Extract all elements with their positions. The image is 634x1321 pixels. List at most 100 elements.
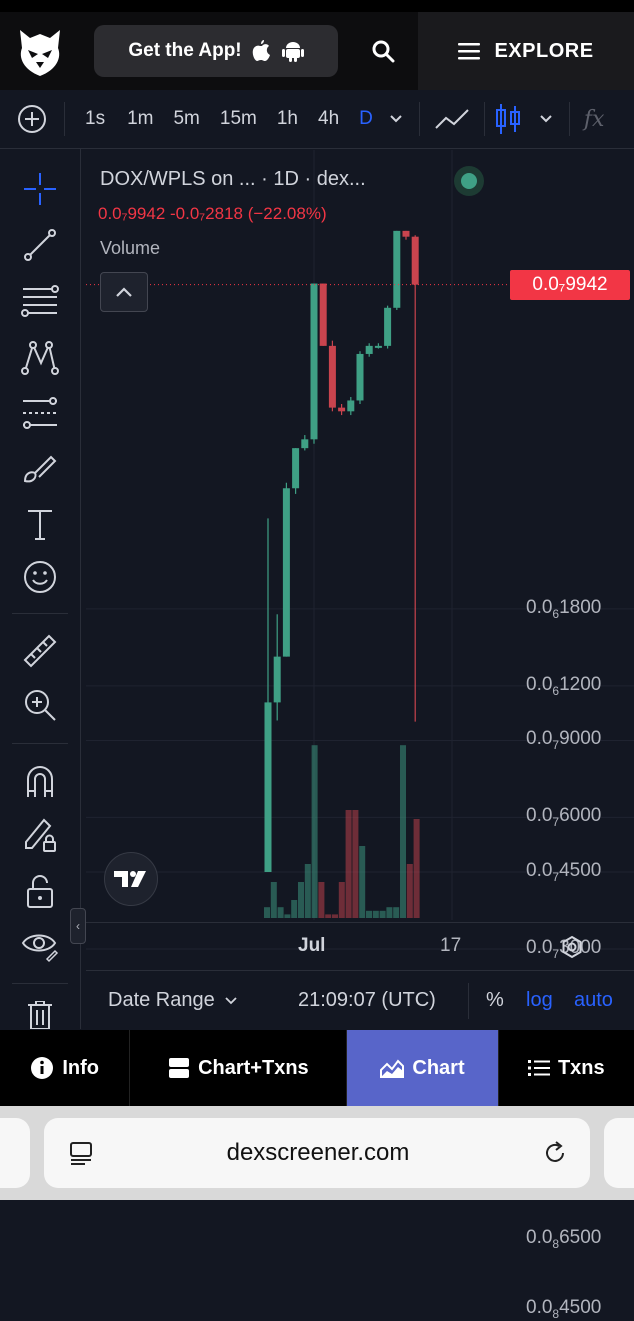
time-axis[interactable]: Jul 17 <box>86 922 634 971</box>
magnet-tool-button[interactable] <box>18 761 62 801</box>
tab-txns[interactable]: Txns <box>499 1030 634 1106</box>
timeframe-1s[interactable]: 1s <box>85 108 106 129</box>
crosshair-tool-button[interactable] <box>18 169 62 209</box>
url-text[interactable]: dexscreener.com <box>226 1139 410 1166</box>
volume-bar <box>413 819 420 918</box>
tradingview-logo-icon[interactable] <box>104 852 158 906</box>
candle-body <box>356 353 364 401</box>
line-chart-icon[interactable] <box>434 106 470 132</box>
candle-body <box>365 345 373 354</box>
page-menu-icon[interactable] <box>68 1140 94 1166</box>
delete-drawings-button[interactable] <box>18 1001 62 1029</box>
timeframe-5m[interactable]: 5m <box>173 108 200 129</box>
utc-time[interactable]: 21:09:07 (UTC) <box>298 989 436 1011</box>
zoom-tool-button[interactable] <box>18 685 62 725</box>
tab-chart[interactable]: Chart <box>347 1030 499 1106</box>
legend-title: DOX/WPLS on ... · 1D · dex... <box>100 168 366 190</box>
pattern-tool-button[interactable] <box>18 337 62 377</box>
previous-tab-preview[interactable] <box>0 1118 30 1188</box>
volume-bar <box>359 846 366 918</box>
emoji-tool-button[interactable] <box>18 557 62 597</box>
horizontal-lines-icon <box>21 285 59 317</box>
chart-icon <box>380 1059 405 1078</box>
add-symbol-button[interactable] <box>0 104 64 134</box>
timeframe-1m[interactable]: 1m <box>127 108 154 129</box>
timeframe-1h[interactable]: 1h <box>276 108 298 129</box>
volume-bar <box>386 907 393 918</box>
settings-icon <box>562 935 582 959</box>
get-app-button[interactable]: Get the App! <box>94 25 338 77</box>
view-tabs: Info Chart+Txns Chart Txns <box>0 1030 634 1106</box>
indicators-icon[interactable]: fx <box>583 106 605 132</box>
hide-drawings-button[interactable] <box>18 925 62 965</box>
price-label: 0.074500 <box>526 860 602 884</box>
volume-bar <box>400 745 406 918</box>
crosshair-icon <box>24 173 56 205</box>
info-icon <box>31 1057 54 1079</box>
trendline-icon <box>24 229 56 261</box>
price-label: 0.079000 <box>526 728 602 753</box>
toolbar-divider <box>64 102 65 136</box>
toolbar-divider <box>12 743 68 744</box>
candle-body <box>402 230 410 237</box>
measure-tool-button[interactable] <box>18 631 62 671</box>
candles-icon[interactable] <box>495 102 521 136</box>
legend-values: 0.0₇9942 -0.0₇2818 (−22.08%) <box>98 204 327 223</box>
price-label: 0.061200 <box>526 673 602 698</box>
candle-body <box>292 448 300 489</box>
smile-icon <box>24 561 56 593</box>
reload-icon[interactable] <box>542 1140 568 1166</box>
volume-bar <box>379 910 386 918</box>
volume-bar <box>318 882 325 918</box>
dexscreener-logo-icon[interactable] <box>18 28 62 78</box>
unlock-icon <box>27 875 53 908</box>
date-range-button[interactable]: Date Range <box>108 989 237 1012</box>
candle-body <box>338 407 346 412</box>
volume-bar <box>291 900 298 918</box>
address-bar[interactable]: dexscreener.com <box>44 1118 590 1188</box>
brush-icon <box>23 455 57 483</box>
chevron-down-icon[interactable] <box>389 114 403 124</box>
timeframe-4h[interactable]: 4h <box>318 108 340 129</box>
price-label: 0.061800 <box>526 596 602 621</box>
candle-body <box>411 236 419 285</box>
lock-drawing-button[interactable] <box>18 815 62 855</box>
candle-body <box>384 307 392 346</box>
volume-bar <box>270 882 277 918</box>
timeframe-d[interactable]: D <box>359 108 373 129</box>
text-tool-button[interactable] <box>18 505 62 545</box>
explore-label: EXPLORE <box>494 39 594 62</box>
price-chart[interactable] <box>86 150 634 970</box>
explore-button[interactable]: EXPLORE <box>418 12 634 90</box>
chart-settings-button[interactable] <box>554 929 590 965</box>
magnet-icon <box>27 766 53 797</box>
get-app-label: Get the App! <box>128 40 242 61</box>
timeframe-list: 1s 1m 5m 15m 1h 4h D <box>65 108 403 130</box>
search-button[interactable] <box>356 25 410 77</box>
prediction-tool-button[interactable] <box>18 393 62 433</box>
volume-bar <box>352 810 359 918</box>
tab-chart-txns[interactable]: Chart+Txns <box>130 1030 348 1106</box>
collapse-toolbar-button[interactable]: ‹ <box>70 908 86 944</box>
next-tab-preview[interactable] <box>604 1118 634 1188</box>
candle-body <box>264 702 272 872</box>
timeframe-15m[interactable]: 15m <box>219 108 257 129</box>
tab-info[interactable]: Info <box>0 1030 131 1106</box>
volume-bar <box>332 914 338 918</box>
plus-circle-icon <box>18 105 46 133</box>
chevron-down-icon[interactable] <box>539 114 553 124</box>
collapse-legend-button[interactable] <box>100 272 148 312</box>
lock-all-button[interactable] <box>18 871 62 911</box>
time-label-jul: Jul <box>298 935 326 956</box>
auto-toggle[interactable]: auto <box>574 989 613 1011</box>
toolbar-divider <box>12 613 68 614</box>
chevron-down-icon <box>225 996 237 1004</box>
chevron-up-icon <box>116 287 132 297</box>
percent-toggle[interactable]: % <box>486 989 504 1011</box>
brush-tool-button[interactable] <box>18 449 62 489</box>
log-toggle[interactable]: log <box>526 989 553 1011</box>
candles <box>264 230 419 872</box>
volume-bar <box>284 914 291 918</box>
trendline-tool-button[interactable] <box>18 225 62 265</box>
fib-tool-button[interactable] <box>18 281 62 321</box>
